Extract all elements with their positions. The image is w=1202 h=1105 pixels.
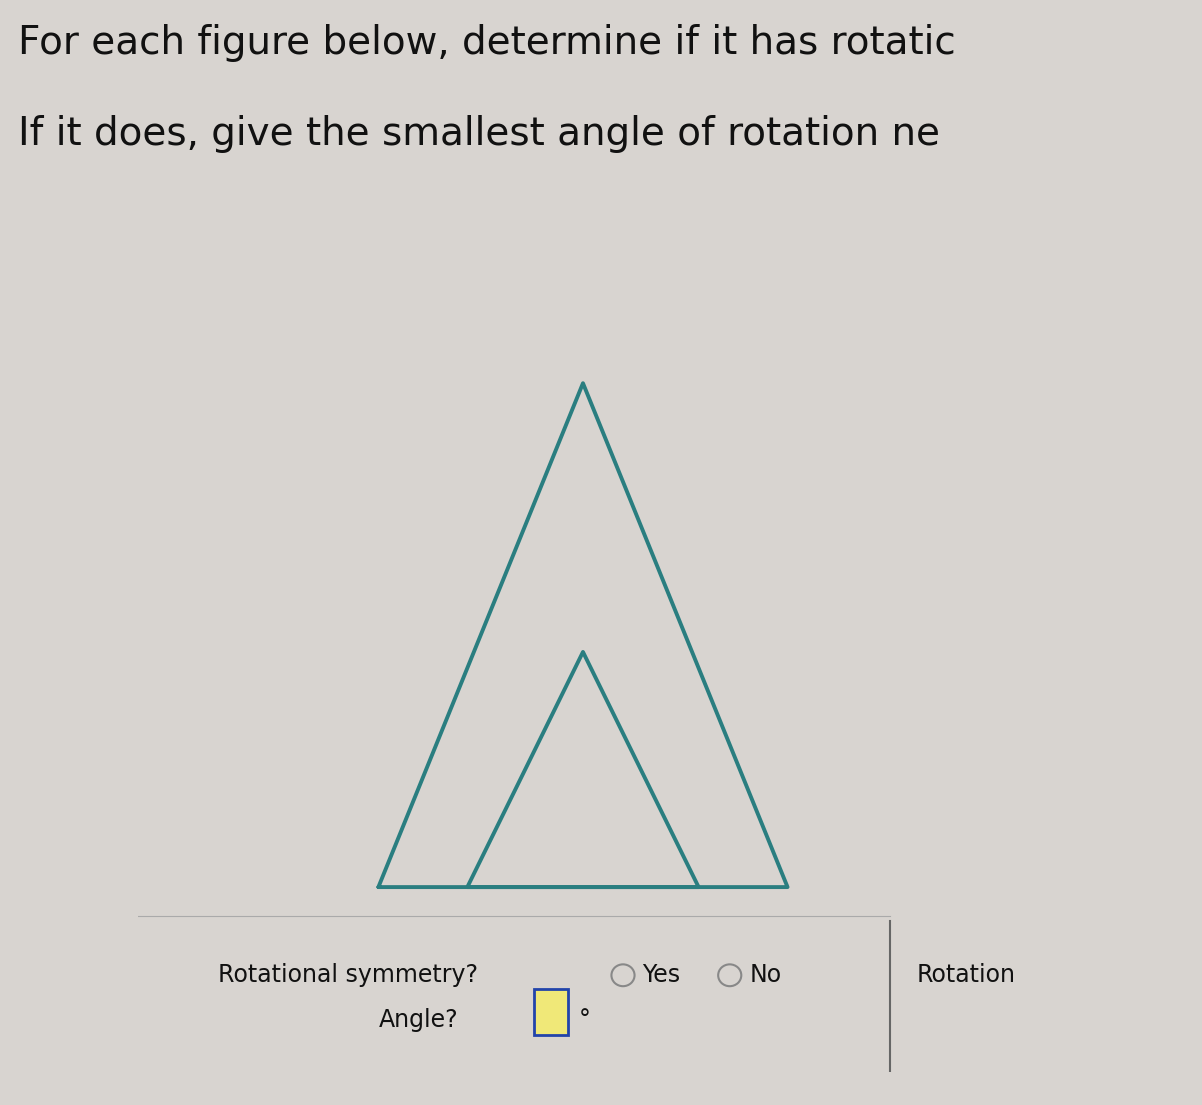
Text: Angle?: Angle? (379, 1008, 458, 1032)
Text: No: No (749, 964, 781, 987)
Text: °: ° (578, 1008, 590, 1032)
FancyBboxPatch shape (534, 989, 567, 1035)
Text: Rotation: Rotation (917, 964, 1016, 987)
Text: Yes: Yes (643, 964, 680, 987)
Text: For each figure below, determine if it has rotatic: For each figure below, determine if it h… (18, 24, 956, 62)
Text: Rotational symmetry?: Rotational symmetry? (219, 964, 478, 987)
Text: If it does, give the smallest angle of rotation ne: If it does, give the smallest angle of r… (18, 115, 940, 154)
